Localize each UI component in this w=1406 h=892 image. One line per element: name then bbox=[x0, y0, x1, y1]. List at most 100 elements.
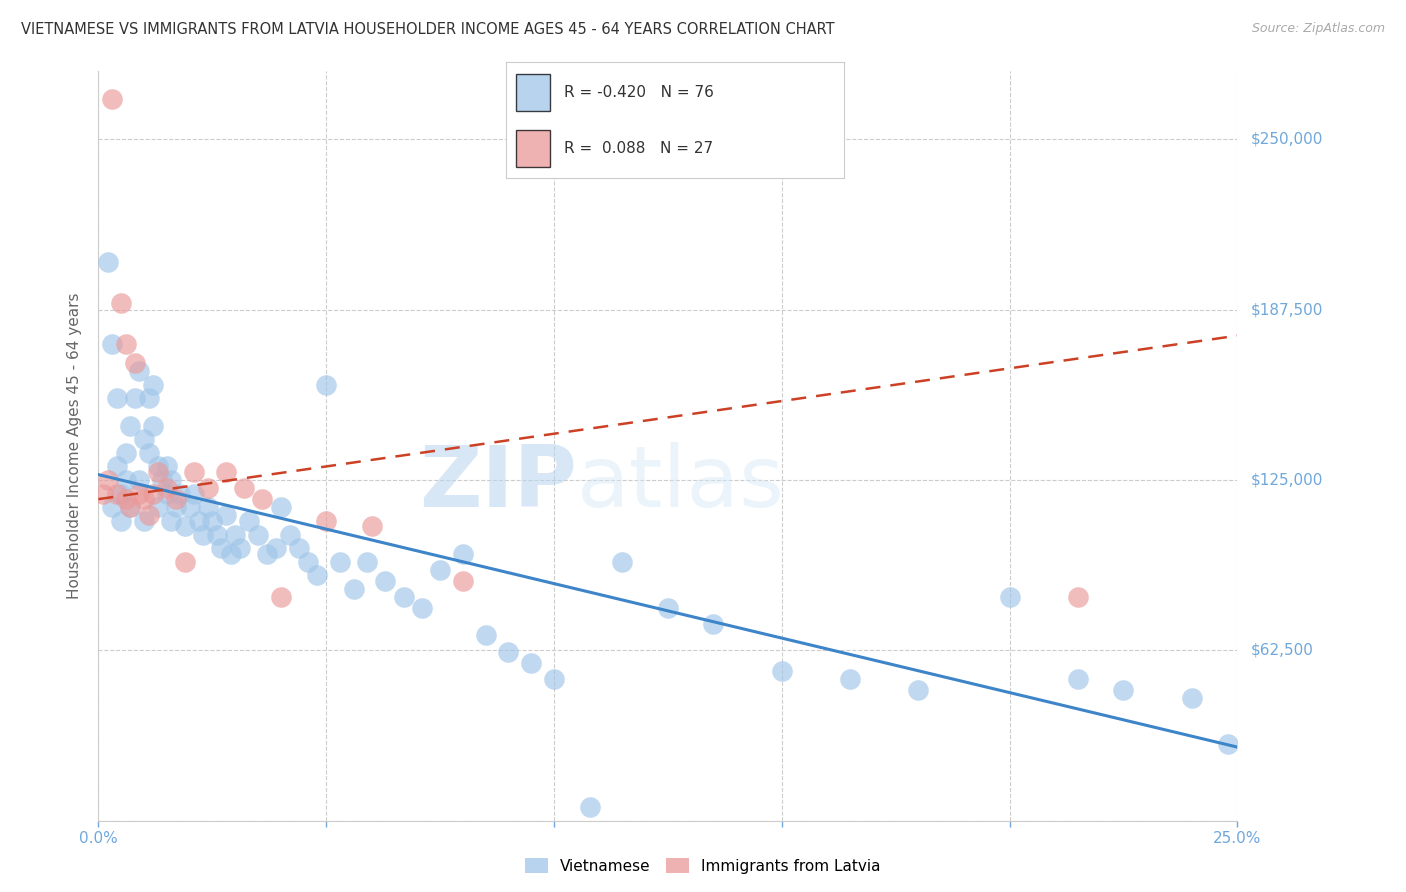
Point bbox=[160, 514, 183, 528]
Point bbox=[160, 473, 183, 487]
Point bbox=[612, 555, 634, 569]
Point bbox=[156, 486, 179, 500]
Text: R = -0.420   N = 76: R = -0.420 N = 76 bbox=[564, 85, 713, 100]
Point bbox=[360, 519, 382, 533]
Point bbox=[205, 527, 228, 541]
Point bbox=[201, 514, 224, 528]
Point bbox=[288, 541, 311, 556]
Point bbox=[197, 500, 219, 515]
Point bbox=[91, 486, 114, 500]
Point bbox=[183, 465, 205, 479]
Point bbox=[215, 465, 238, 479]
Point bbox=[110, 296, 132, 310]
Point bbox=[474, 628, 496, 642]
Point bbox=[209, 541, 232, 556]
Point bbox=[165, 492, 187, 507]
Point bbox=[142, 418, 165, 433]
Point bbox=[146, 459, 169, 474]
Point bbox=[156, 459, 179, 474]
Point bbox=[297, 555, 319, 569]
Point bbox=[120, 500, 142, 515]
Point bbox=[114, 473, 136, 487]
Point bbox=[120, 500, 142, 515]
Point bbox=[105, 486, 128, 500]
Point bbox=[451, 574, 474, 588]
Point bbox=[246, 527, 269, 541]
Point bbox=[256, 547, 278, 561]
Point bbox=[233, 481, 256, 495]
Text: $125,000: $125,000 bbox=[1251, 473, 1323, 488]
Point bbox=[228, 541, 250, 556]
Point bbox=[179, 500, 201, 515]
Point bbox=[657, 601, 679, 615]
Text: $187,500: $187,500 bbox=[1251, 302, 1323, 318]
Point bbox=[128, 486, 150, 500]
Point bbox=[579, 800, 602, 814]
FancyBboxPatch shape bbox=[516, 129, 550, 167]
Point bbox=[215, 508, 238, 523]
Point bbox=[114, 492, 136, 507]
Point bbox=[356, 555, 378, 569]
Point bbox=[498, 645, 520, 659]
Point bbox=[96, 255, 118, 269]
Y-axis label: Householder Income Ages 45 - 64 years: Householder Income Ages 45 - 64 years bbox=[67, 293, 83, 599]
Point bbox=[998, 591, 1021, 605]
Point bbox=[278, 527, 301, 541]
Point bbox=[451, 547, 474, 561]
Point bbox=[307, 568, 329, 582]
Text: Source: ZipAtlas.com: Source: ZipAtlas.com bbox=[1251, 22, 1385, 36]
Point bbox=[142, 486, 165, 500]
Point bbox=[770, 664, 793, 678]
Point bbox=[1112, 682, 1135, 697]
Point bbox=[1181, 691, 1204, 706]
Point bbox=[1067, 591, 1090, 605]
Point bbox=[132, 514, 155, 528]
Point bbox=[411, 601, 433, 615]
Point bbox=[142, 377, 165, 392]
Point bbox=[315, 377, 337, 392]
Point bbox=[702, 617, 724, 632]
Point bbox=[146, 465, 169, 479]
Point bbox=[132, 432, 155, 446]
Point bbox=[1218, 737, 1240, 751]
Point bbox=[146, 500, 169, 515]
Text: ZIP: ZIP bbox=[419, 442, 576, 525]
Point bbox=[429, 563, 451, 577]
Point bbox=[329, 555, 352, 569]
Point bbox=[543, 672, 565, 686]
Point bbox=[1067, 672, 1090, 686]
Point bbox=[219, 547, 242, 561]
Point bbox=[238, 514, 260, 528]
Point bbox=[165, 500, 187, 515]
Point bbox=[193, 527, 215, 541]
Text: atlas: atlas bbox=[576, 442, 785, 525]
Point bbox=[128, 364, 150, 378]
Point bbox=[101, 500, 124, 515]
Point bbox=[138, 392, 160, 406]
Point bbox=[101, 336, 124, 351]
FancyBboxPatch shape bbox=[516, 74, 550, 112]
Point bbox=[132, 492, 155, 507]
Point bbox=[105, 459, 128, 474]
Text: VIETNAMESE VS IMMIGRANTS FROM LATVIA HOUSEHOLDER INCOME AGES 45 - 64 YEARS CORRE: VIETNAMESE VS IMMIGRANTS FROM LATVIA HOU… bbox=[21, 22, 835, 37]
Point bbox=[128, 473, 150, 487]
Point bbox=[187, 514, 209, 528]
Point bbox=[114, 446, 136, 460]
Point bbox=[96, 473, 118, 487]
Point bbox=[110, 514, 132, 528]
Point bbox=[174, 519, 197, 533]
Point bbox=[270, 591, 292, 605]
Point bbox=[169, 486, 191, 500]
Point bbox=[124, 356, 146, 370]
Text: R =  0.088   N = 27: R = 0.088 N = 27 bbox=[564, 141, 713, 156]
Point bbox=[120, 418, 142, 433]
Point bbox=[124, 392, 146, 406]
Point bbox=[315, 514, 337, 528]
Point bbox=[252, 492, 274, 507]
Text: $250,000: $250,000 bbox=[1251, 132, 1323, 147]
Point bbox=[183, 486, 205, 500]
Point bbox=[138, 508, 160, 523]
Point bbox=[264, 541, 287, 556]
Point bbox=[156, 481, 179, 495]
Point bbox=[174, 555, 197, 569]
